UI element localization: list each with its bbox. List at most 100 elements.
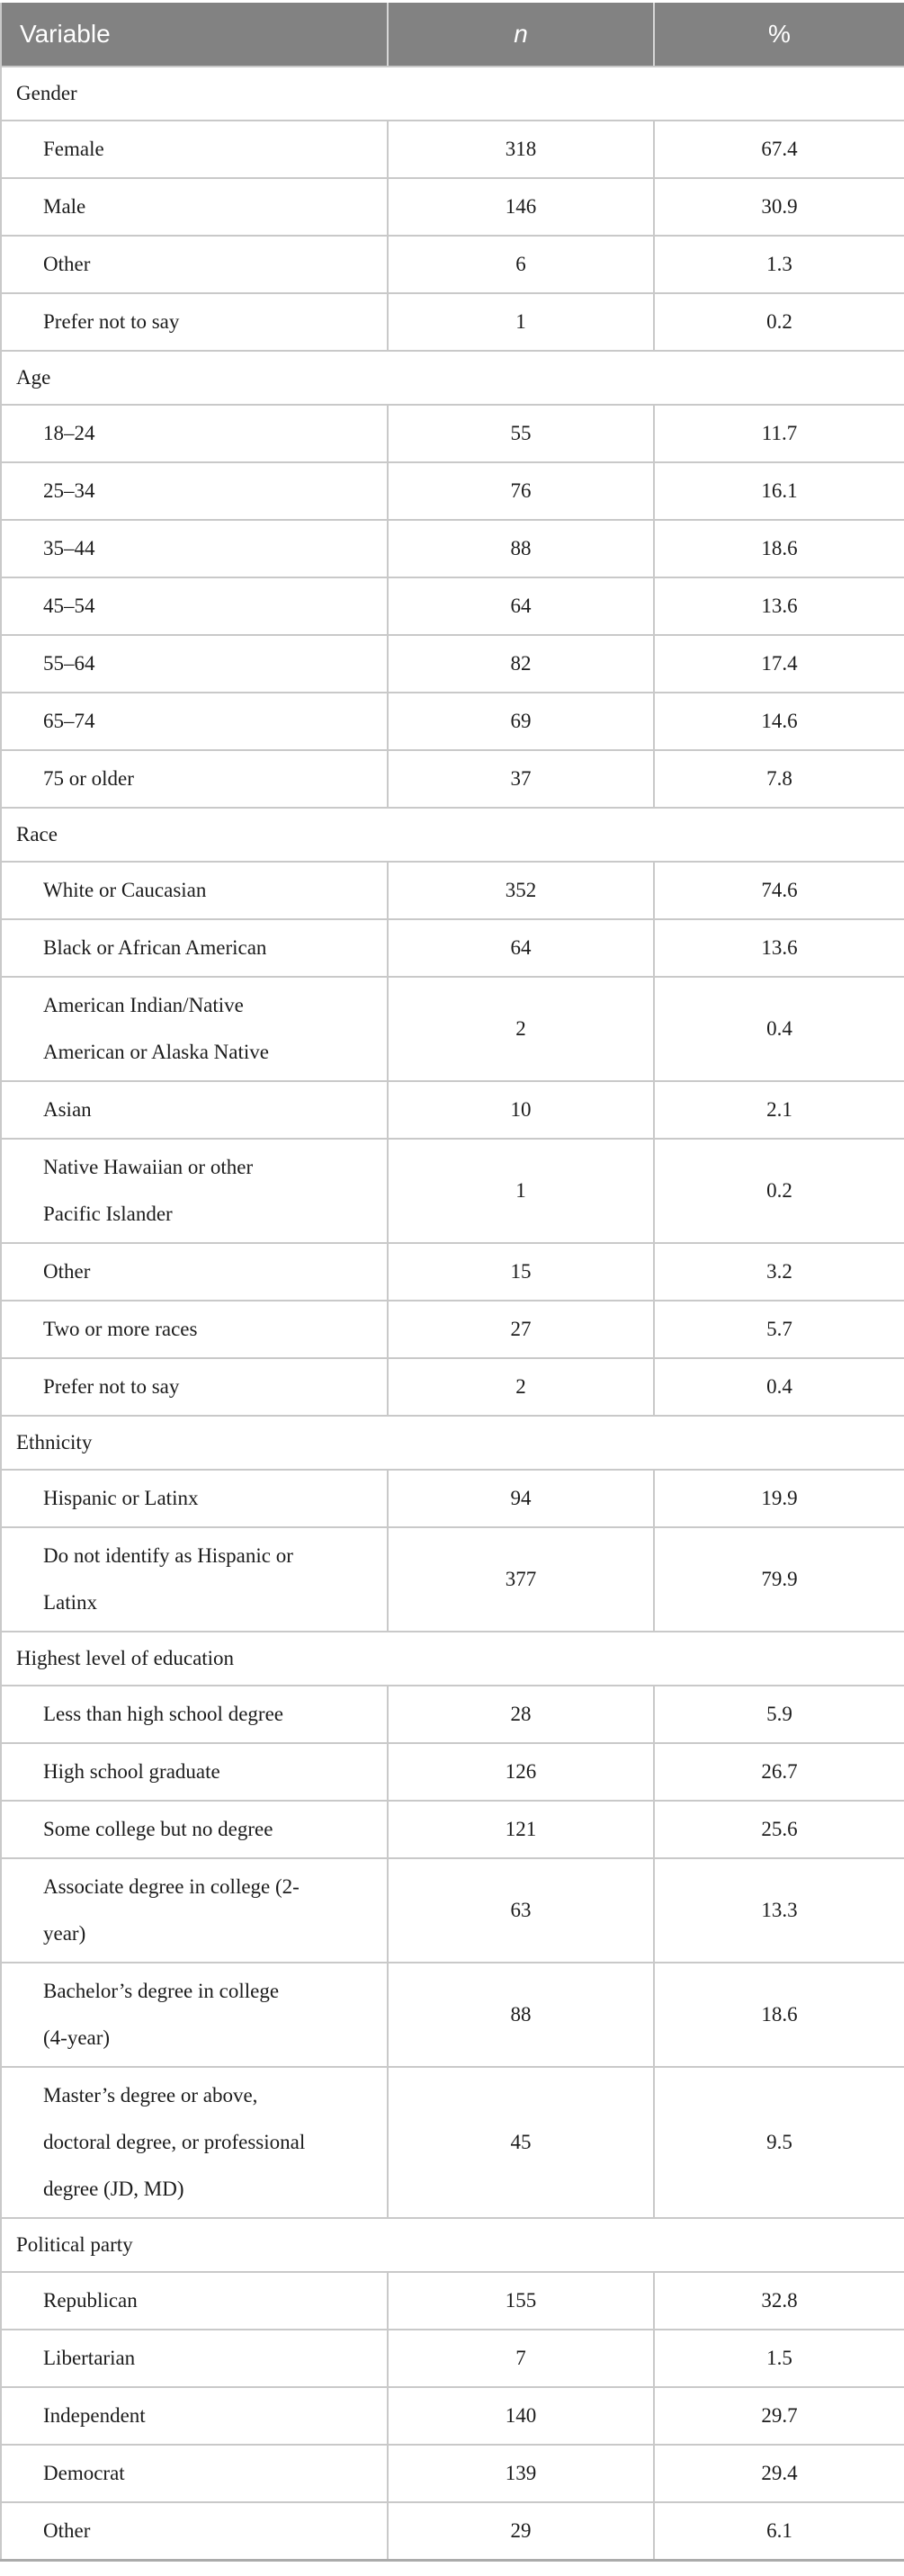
percent-cell: 26.7 bbox=[653, 1743, 904, 1802]
table-row: American Indian/Native American or Alask… bbox=[1, 977, 904, 1082]
percent-cell: 7.8 bbox=[653, 750, 904, 809]
variable-cell: Two or more races bbox=[1, 1301, 388, 1359]
table-row: Some college but no degree 121 25.6 bbox=[1, 1801, 904, 1859]
variable-cell: High school graduate bbox=[1, 1743, 388, 1802]
percent-cell: 18.6 bbox=[653, 1963, 904, 2068]
table-row: Democrat 139 29.4 bbox=[1, 2445, 904, 2503]
section-label: Age bbox=[1, 351, 904, 406]
n-cell: 69 bbox=[387, 693, 654, 751]
percent-cell: 14.6 bbox=[653, 693, 904, 751]
n-cell: 2 bbox=[387, 1358, 654, 1417]
percent-cell: 5.7 bbox=[653, 1301, 904, 1359]
header-row: Variable n % bbox=[1, 3, 904, 67]
n-cell: 27 bbox=[387, 1301, 654, 1359]
n-cell: 82 bbox=[387, 635, 654, 693]
variable-cell: Prefer not to say bbox=[1, 293, 388, 352]
variable-cell: Asian bbox=[1, 1081, 388, 1140]
table-row: Native Hawaiian or other Pacific Islande… bbox=[1, 1139, 904, 1244]
table-row: 18–24 55 11.7 bbox=[1, 405, 904, 463]
n-cell: 29 bbox=[387, 2502, 654, 2562]
table-row: Black or African American 64 13.6 bbox=[1, 919, 904, 978]
percent-cell: 11.7 bbox=[653, 405, 904, 463]
variable-cell: 35–44 bbox=[1, 520, 388, 578]
percent-cell: 0.2 bbox=[653, 293, 904, 352]
variable-cell: Hispanic or Latinx bbox=[1, 1470, 388, 1528]
percent-cell: 32.8 bbox=[653, 2272, 904, 2330]
table-row: Do not identify as Hispanic or Latinx 37… bbox=[1, 1527, 904, 1632]
variable-cell: White or Caucasian bbox=[1, 862, 388, 920]
percent-cell: 1.3 bbox=[653, 236, 904, 294]
table-row: 35–44 88 18.6 bbox=[1, 520, 904, 578]
section-row: Ethnicity bbox=[1, 1416, 904, 1471]
demographics-table: Variable n % Gender Female 318 67.4 Male… bbox=[0, 3, 904, 2562]
percent-cell: 2.1 bbox=[653, 1081, 904, 1140]
section-row: Gender bbox=[1, 67, 904, 121]
table-row: Other 6 1.3 bbox=[1, 236, 904, 294]
table-body: Gender Female 318 67.4 Male 146 30.9 Oth… bbox=[1, 67, 904, 2562]
percent-cell: 6.1 bbox=[653, 2502, 904, 2562]
table-row: Less than high school degree 28 5.9 bbox=[1, 1686, 904, 1744]
percent-cell: 1.5 bbox=[653, 2330, 904, 2388]
table-row: Libertarian 7 1.5 bbox=[1, 2330, 904, 2388]
variable-cell: 55–64 bbox=[1, 635, 388, 693]
n-cell: 15 bbox=[387, 1243, 654, 1301]
percent-cell: 16.1 bbox=[653, 462, 904, 521]
n-cell: 64 bbox=[387, 919, 654, 978]
table-row: 55–64 82 17.4 bbox=[1, 635, 904, 693]
n-cell: 88 bbox=[387, 520, 654, 578]
table-row: Republican 155 32.8 bbox=[1, 2272, 904, 2330]
table-row: Associate degree in college (2-year) 63 … bbox=[1, 1858, 904, 1963]
table-row: Hispanic or Latinx 94 19.9 bbox=[1, 1470, 904, 1528]
table-row: 65–74 69 14.6 bbox=[1, 693, 904, 751]
column-header-n: n bbox=[387, 3, 654, 67]
section-row: Age bbox=[1, 351, 904, 406]
percent-cell: 29.7 bbox=[653, 2387, 904, 2446]
percent-cell: 9.5 bbox=[653, 2067, 904, 2219]
n-cell: 1 bbox=[387, 1139, 654, 1244]
n-cell: 28 bbox=[387, 1686, 654, 1744]
percent-cell: 19.9 bbox=[653, 1470, 904, 1528]
n-cell: 55 bbox=[387, 405, 654, 463]
variable-cell: Other bbox=[1, 236, 388, 294]
table-row: 45–54 64 13.6 bbox=[1, 577, 904, 636]
variable-cell: 25–34 bbox=[1, 462, 388, 521]
n-cell: 88 bbox=[387, 1963, 654, 2068]
variable-cell: Master’s degree or above, doctoral degre… bbox=[1, 2067, 388, 2219]
table-row: Male 146 30.9 bbox=[1, 178, 904, 237]
n-cell: 76 bbox=[387, 462, 654, 521]
n-cell: 45 bbox=[387, 2067, 654, 2219]
n-cell: 146 bbox=[387, 178, 654, 237]
n-cell: 94 bbox=[387, 1470, 654, 1528]
percent-cell: 0.4 bbox=[653, 1358, 904, 1417]
table-row: Other 15 3.2 bbox=[1, 1243, 904, 1301]
variable-cell: Democrat bbox=[1, 2445, 388, 2503]
variable-cell: Female bbox=[1, 121, 388, 179]
variable-cell: Some college but no degree bbox=[1, 1801, 388, 1859]
n-cell: 318 bbox=[387, 121, 654, 179]
n-cell: 140 bbox=[387, 2387, 654, 2446]
percent-cell: 13.6 bbox=[653, 919, 904, 978]
percent-cell: 13.3 bbox=[653, 1858, 904, 1963]
section-label: Ethnicity bbox=[1, 1416, 904, 1471]
percent-cell: 30.9 bbox=[653, 178, 904, 237]
table-row: Prefer not to say 1 0.2 bbox=[1, 293, 904, 352]
variable-cell: Black or African American bbox=[1, 919, 388, 978]
variable-cell: Associate degree in college (2-year) bbox=[1, 1858, 388, 1963]
section-label: Highest level of education bbox=[1, 1632, 904, 1686]
table-row: Female 318 67.4 bbox=[1, 121, 904, 179]
table-row: High school graduate 126 26.7 bbox=[1, 1743, 904, 1802]
n-cell: 63 bbox=[387, 1858, 654, 1963]
percent-cell: 79.9 bbox=[653, 1527, 904, 1632]
section-label: Gender bbox=[1, 67, 904, 121]
table-row: Other 29 6.1 bbox=[1, 2502, 904, 2562]
n-cell: 2 bbox=[387, 977, 654, 1082]
n-cell: 352 bbox=[387, 862, 654, 920]
n-cell: 1 bbox=[387, 293, 654, 352]
percent-cell: 18.6 bbox=[653, 520, 904, 578]
percent-cell: 29.4 bbox=[653, 2445, 904, 2503]
n-cell: 121 bbox=[387, 1801, 654, 1859]
table-row: Master’s degree or above, doctoral degre… bbox=[1, 2067, 904, 2219]
column-header-variable: Variable bbox=[1, 3, 388, 67]
variable-cell: Native Hawaiian or other Pacific Islande… bbox=[1, 1139, 388, 1244]
percent-cell: 3.2 bbox=[653, 1243, 904, 1301]
